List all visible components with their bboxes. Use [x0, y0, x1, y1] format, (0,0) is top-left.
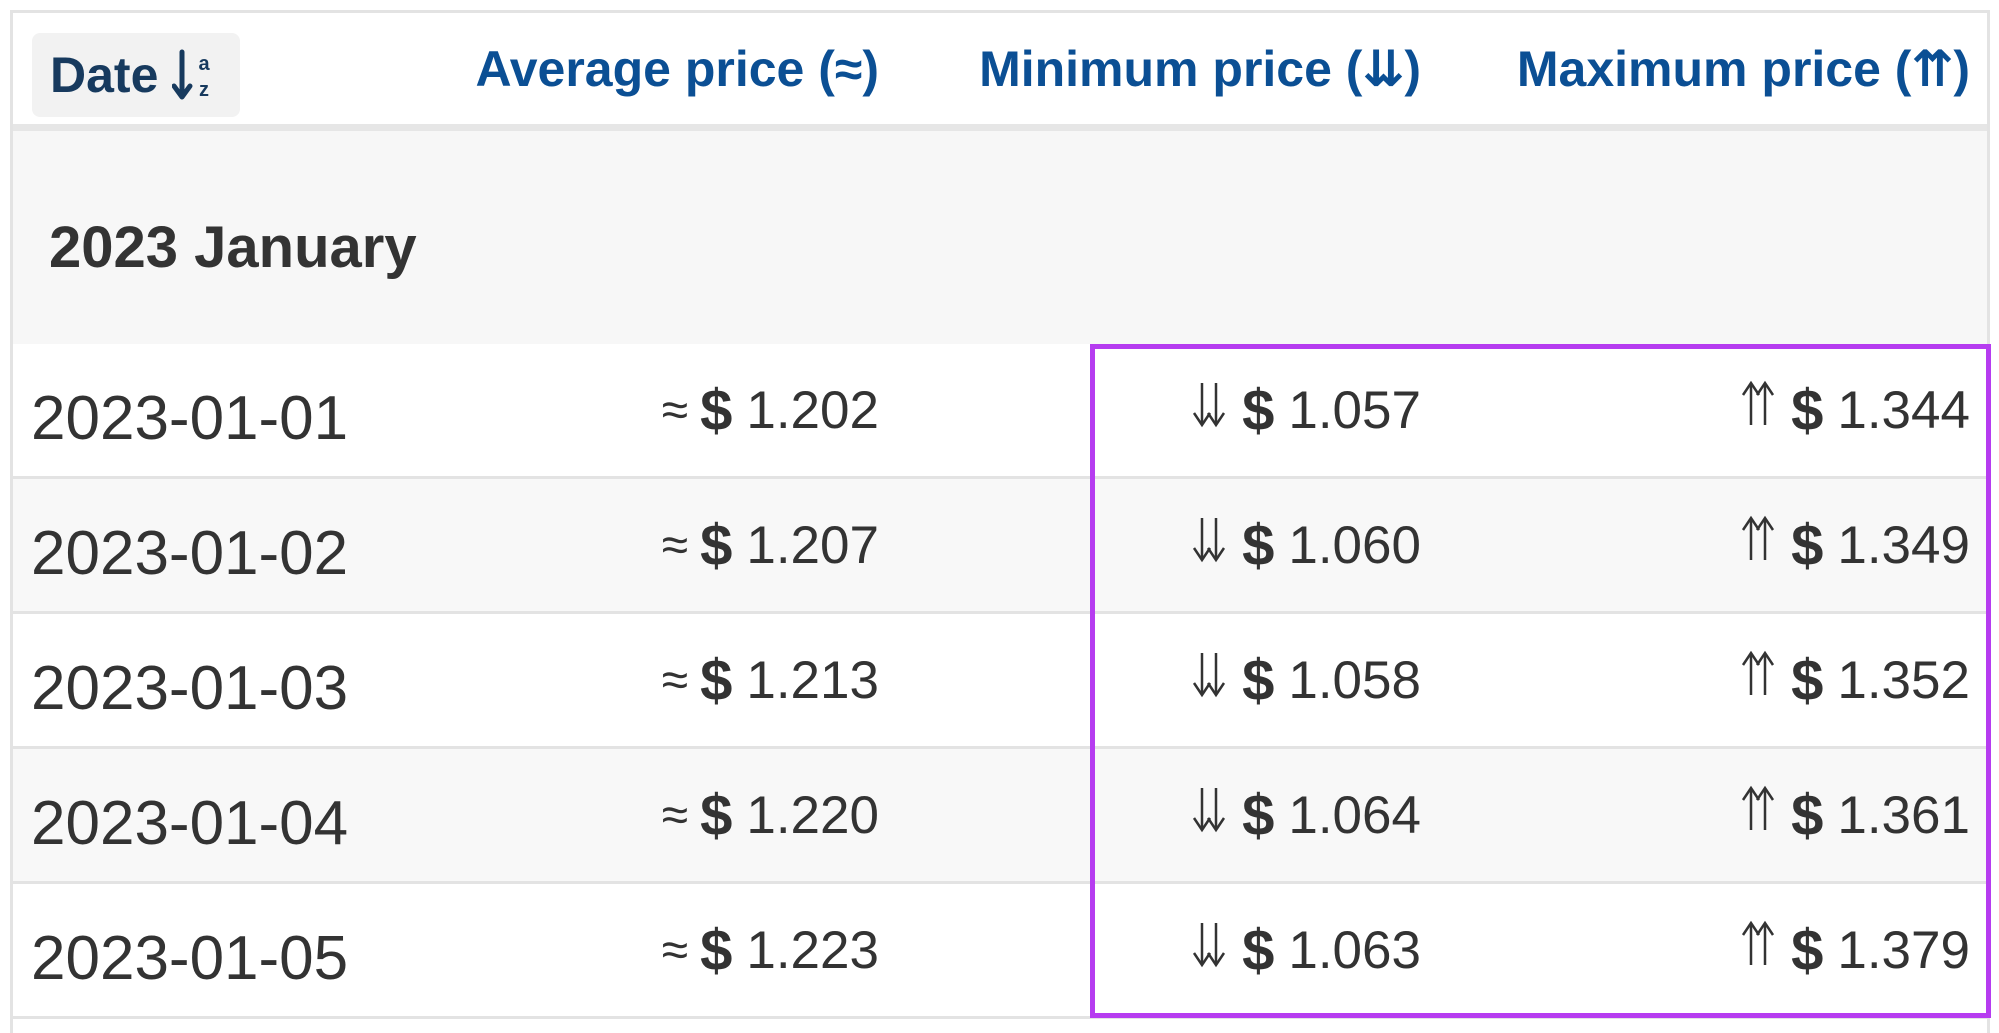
- date-cell: 2023-01-03: [31, 614, 348, 754]
- approx-symbol: ≈: [661, 653, 689, 707]
- date-header-label: Date: [50, 47, 159, 103]
- date-cell: 2023-01-05: [31, 884, 348, 1024]
- approx-symbol: ≈: [661, 788, 689, 842]
- currency-symbol: $: [700, 377, 733, 443]
- currency-symbol: $: [700, 512, 733, 578]
- maximum-price-cell: $1.352: [1739, 614, 1970, 746]
- average-price-value: 1.223: [746, 920, 879, 980]
- minimum-price-value: 1.057: [1288, 380, 1421, 440]
- minimum-price-cell: $1.058: [1190, 614, 1421, 746]
- date-cell: 2023-01-04: [31, 749, 348, 889]
- maximum-price-cell: $1.361: [1739, 749, 1970, 881]
- date-value: 2023-01-05: [31, 923, 349, 993]
- currency-symbol: $: [1242, 512, 1275, 578]
- maximum-price-cell: $1.379: [1739, 884, 1970, 1016]
- currency-symbol: $: [700, 647, 733, 713]
- currency-symbol: $: [1242, 917, 1275, 983]
- currency-symbol: $: [1242, 647, 1275, 713]
- average-price-value: 1.202: [746, 380, 879, 440]
- svg-text:a: a: [199, 53, 211, 75]
- maximum-price-column-header[interactable]: Maximum price (⇈): [1516, 40, 1970, 97]
- svg-text:z: z: [199, 79, 209, 101]
- minimum-price-cell: $1.063: [1190, 884, 1421, 1016]
- currency-symbol: $: [1791, 917, 1824, 983]
- table-row: 2023-01-03 ≈ $1.213 $1.058 $1.352: [13, 614, 1987, 749]
- average-price-column-header[interactable]: Average price (≈): [475, 40, 879, 97]
- minimum-price-value: 1.060: [1288, 515, 1421, 575]
- date-column-header[interactable]: Date a z: [32, 33, 241, 117]
- up-double-arrow-icon: [1739, 919, 1791, 982]
- currency-symbol: $: [1242, 782, 1275, 848]
- minimum-price-cell: $1.064: [1190, 749, 1421, 881]
- table-row: 2023-01-02 ≈ $1.207 $1.060 $1.349: [13, 479, 1987, 614]
- approx-symbol: ≈: [661, 518, 689, 572]
- approx-symbol: ≈: [661, 383, 689, 437]
- date-cell: 2023-01-02: [31, 479, 348, 619]
- table-row: 2023-01-01 ≈ $1.202 $1.057 $1.344: [13, 344, 1987, 479]
- minimum-price-cell: $1.060: [1190, 479, 1421, 611]
- currency-symbol: $: [1791, 647, 1824, 713]
- date-value: 2023-01-01: [31, 383, 349, 453]
- currency-symbol: $: [700, 917, 733, 983]
- up-double-arrow-icon: [1739, 784, 1791, 847]
- minimum-price-value: 1.058: [1288, 650, 1421, 710]
- average-price-value: 1.207: [746, 515, 879, 575]
- table-header-row: Date a z Average price (≈) Minimum price…: [13, 13, 1987, 131]
- month-group-row: 2023 January: [13, 131, 1987, 357]
- currency-symbol: $: [700, 782, 733, 848]
- minimum-price-value: 1.063: [1288, 920, 1421, 980]
- average-price-cell: ≈ $1.220: [662, 749, 879, 881]
- table-row: 2023-01-04 ≈ $1.220 $1.064 $1.361: [13, 749, 1987, 884]
- sort-alpha-icon: a z: [172, 45, 218, 105]
- approx-symbol: ≈: [661, 923, 689, 977]
- currency-symbol: $: [1791, 782, 1824, 848]
- down-double-arrow-icon: [1190, 649, 1242, 712]
- currency-symbol: $: [1791, 512, 1824, 578]
- maximum-price-cell: $1.344: [1739, 344, 1970, 476]
- maximum-price-cell: $1.349: [1739, 479, 1970, 611]
- down-double-arrow-icon: [1190, 784, 1242, 847]
- maximum-price-value: 1.352: [1837, 650, 1970, 710]
- down-double-arrow-icon: [1190, 379, 1242, 442]
- maximum-price-value: 1.379: [1837, 920, 1970, 980]
- average-price-cell: ≈ $1.223: [662, 884, 879, 1016]
- minimum-price-column-header[interactable]: Minimum price (⇊): [979, 40, 1421, 97]
- date-value: 2023-01-03: [31, 653, 349, 723]
- price-table: Date a z Average price (≈) Minimum price…: [10, 10, 1990, 1033]
- table-row: 2023-01-05 ≈ $1.223 $1.063 $1.379: [13, 884, 1987, 1019]
- down-double-arrow-icon: [1190, 514, 1242, 577]
- average-price-value: 1.213: [746, 650, 879, 710]
- average-price-cell: ≈ $1.207: [662, 479, 879, 611]
- average-price-cell: ≈ $1.202: [662, 344, 879, 476]
- maximum-price-value: 1.349: [1837, 515, 1970, 575]
- up-double-arrow-icon: [1739, 514, 1791, 577]
- maximum-price-value: 1.361: [1837, 785, 1970, 845]
- average-price-cell: ≈ $1.213: [662, 614, 879, 746]
- up-double-arrow-icon: [1739, 379, 1791, 442]
- date-value: 2023-01-02: [31, 518, 349, 588]
- up-double-arrow-icon: [1739, 649, 1791, 712]
- down-double-arrow-icon: [1190, 919, 1242, 982]
- date-cell: 2023-01-01: [31, 344, 348, 484]
- minimum-price-value: 1.064: [1288, 785, 1421, 845]
- month-group-label: 2023 January: [49, 215, 417, 280]
- maximum-price-value: 1.344: [1837, 380, 1970, 440]
- date-value: 2023-01-04: [31, 788, 349, 858]
- minimum-price-cell: $1.057: [1190, 344, 1421, 476]
- average-price-value: 1.220: [746, 785, 879, 845]
- currency-symbol: $: [1242, 377, 1275, 443]
- currency-symbol: $: [1791, 377, 1824, 443]
